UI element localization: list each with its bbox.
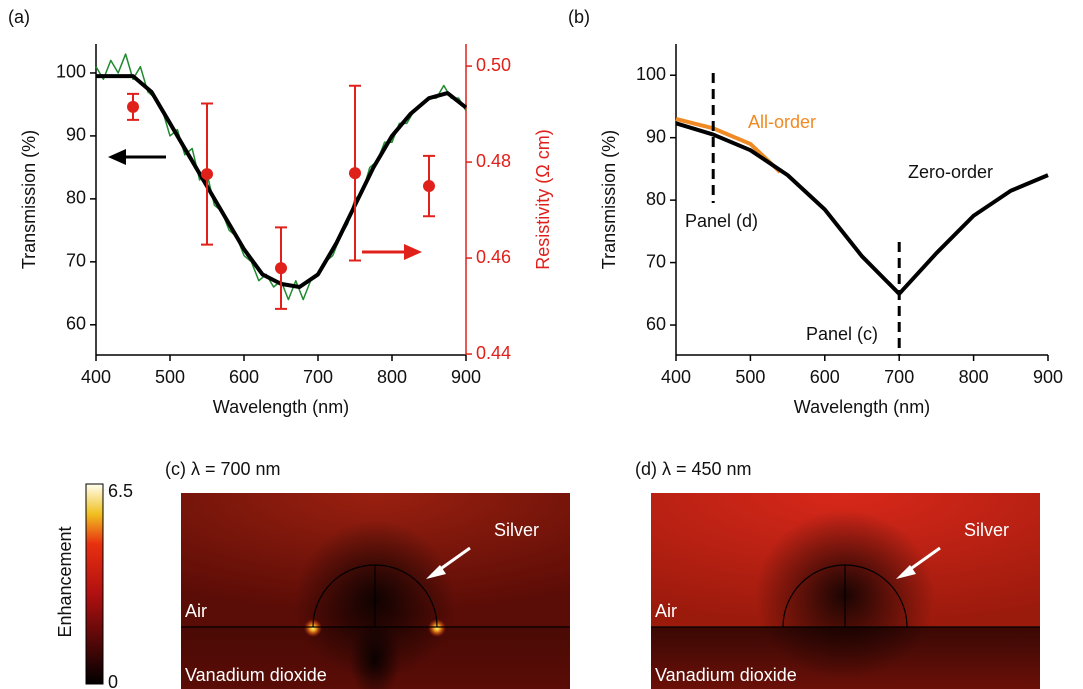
arrow-head (426, 565, 446, 579)
series-label: All-order (748, 112, 816, 132)
region-label: Air (185, 601, 207, 621)
panel-label: (a) (8, 7, 30, 27)
region-label: Vanadium dioxide (655, 665, 797, 685)
map-title: (c) λ = 700 nm (165, 459, 281, 479)
y-tick-label: 80 (646, 189, 666, 209)
y2-tick-label: 0.44 (476, 343, 511, 363)
particle-label: Silver (964, 520, 1009, 540)
y-tick-label: 60 (66, 314, 86, 334)
region-label: Air (655, 601, 677, 621)
colorbar-label: Enhancement (55, 526, 75, 637)
y2-axis-title: Resistivity (Ω cm) (533, 129, 553, 269)
axis-arrow-head (404, 244, 422, 260)
y-tick-label: 80 (66, 188, 86, 208)
colorbar-max: 6.5 (108, 481, 133, 501)
x-axis-title: Wavelength (nm) (213, 397, 349, 417)
marker-label: Panel (c) (806, 324, 878, 344)
region-label: Vanadium dioxide (185, 665, 327, 685)
x-tick-label: 800 (959, 367, 989, 387)
y-tick-label: 70 (646, 251, 666, 271)
field-map-d (651, 493, 1040, 689)
particle-label: Silver (494, 520, 539, 540)
field-map-c (181, 493, 570, 689)
map-title: (d) λ = 450 nm (635, 459, 752, 479)
x-tick-label: 900 (1033, 367, 1063, 387)
data-point (349, 167, 361, 180)
x-tick-label: 700 (884, 367, 914, 387)
data-point (201, 168, 213, 181)
y-tick-label: 90 (66, 125, 86, 145)
axis-arrow-head (108, 149, 126, 165)
x-tick-label: 400 (661, 367, 691, 387)
marker-label: Panel (d) (685, 211, 758, 231)
x-tick-label: 500 (735, 367, 765, 387)
x-tick-label: 600 (229, 367, 259, 387)
y2-tick-label: 0.46 (476, 247, 511, 267)
y-axis-title: Transmission (%) (599, 130, 619, 269)
x-axis-title: Wavelength (nm) (794, 397, 930, 417)
panel-label: (b) (568, 7, 590, 27)
arrow-head (896, 565, 916, 579)
x-tick-label: 700 (303, 367, 333, 387)
x-tick-label: 400 (81, 367, 111, 387)
colorbar-min: 0 (108, 672, 118, 689)
y2-tick-label: 0.50 (476, 55, 511, 75)
series-label: Zero-order (908, 162, 993, 182)
colorbar (85, 483, 104, 685)
y-tick-label: 100 (56, 62, 86, 82)
y2-tick-label: 0.48 (476, 151, 511, 171)
data-point (275, 262, 287, 275)
hot-spot (428, 619, 446, 637)
y-tick-label: 70 (66, 251, 86, 271)
x-tick-label: 800 (377, 367, 407, 387)
data-line (675, 121, 1049, 296)
x-tick-label: 600 (810, 367, 840, 387)
x-tick-label: 500 (155, 367, 185, 387)
y-tick-label: 100 (636, 64, 666, 84)
y-tick-label: 90 (646, 126, 666, 146)
y-axis-title: Transmission (%) (19, 130, 39, 269)
y-tick-label: 60 (646, 314, 666, 334)
x-tick-label: 900 (451, 367, 481, 387)
hot-spot (304, 619, 322, 637)
data-point (127, 100, 139, 113)
shadow (350, 620, 400, 689)
data-point (423, 180, 435, 193)
